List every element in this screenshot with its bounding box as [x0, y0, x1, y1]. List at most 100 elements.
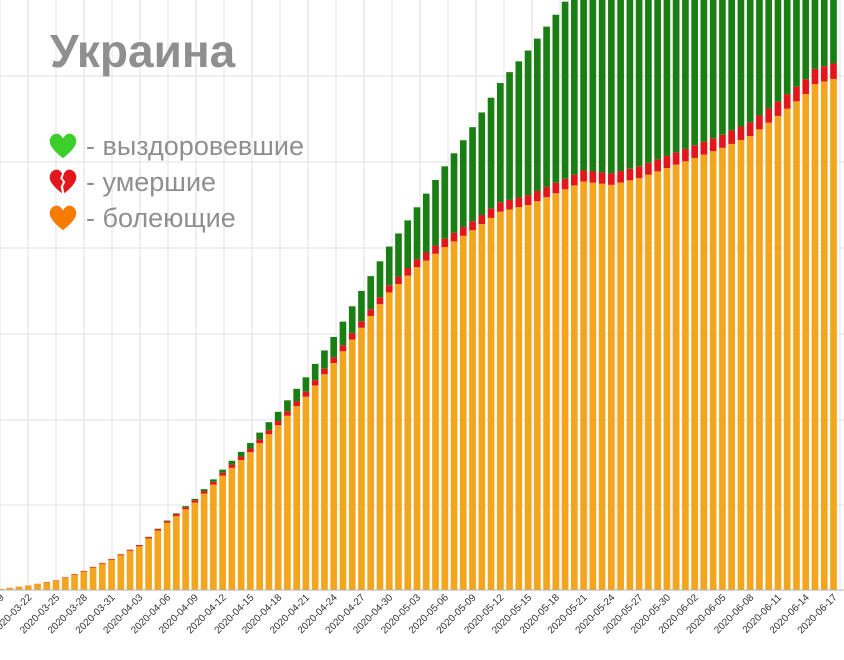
bar-sick [163, 522, 171, 590]
bar-sick [228, 467, 236, 590]
bar-sick [108, 559, 115, 590]
legend-label-recovered: - выздоровевшие [86, 130, 304, 161]
bar-recovered [376, 261, 384, 298]
bar-dead [765, 108, 773, 123]
bar-dead [691, 145, 698, 158]
bar-recovered [274, 411, 282, 422]
bar-sick [311, 385, 319, 590]
bar-sick [432, 253, 439, 590]
bar-recovered [746, 0, 754, 123]
bar-recovered [367, 276, 375, 310]
bar-recovered [524, 50, 532, 196]
bar-sick [145, 538, 152, 590]
bar-dead [515, 197, 523, 208]
bar-recovered [478, 112, 486, 215]
bar-dead [404, 268, 412, 276]
green-heart-icon [49, 133, 77, 159]
bar-recovered [709, 0, 717, 139]
bar-sick [52, 580, 60, 590]
bar-sick [117, 555, 125, 590]
bar-dead [774, 101, 782, 116]
bar-dead [422, 252, 430, 261]
bar-sick [811, 83, 819, 590]
bar-sick [247, 452, 254, 590]
bar-dead [598, 172, 606, 184]
bar-recovered [506, 72, 513, 200]
bar-sick [358, 327, 365, 590]
bar-sick [302, 396, 310, 590]
bar-sick [793, 101, 800, 590]
bar-recovered [339, 321, 347, 346]
bar-dead [533, 191, 541, 202]
bar-sick [737, 140, 745, 590]
bar-recovered [765, 0, 773, 109]
bar-dead [80, 570, 88, 572]
chart-title: Украина [50, 25, 236, 77]
bar-recovered [247, 442, 254, 449]
bar-dead [321, 368, 328, 375]
bar-dead [108, 558, 115, 560]
bar-sick [459, 235, 467, 590]
x-tick-labels: 2020-03-192020-03-222020-03-252020-03-28… [0, 592, 840, 636]
bar-sick [274, 425, 282, 590]
bar-sick [136, 546, 143, 590]
bar-dead [182, 507, 189, 510]
bar-sick [746, 136, 754, 590]
bar-sick [672, 164, 680, 591]
bar-sick [774, 115, 782, 590]
bar-dead [330, 357, 338, 364]
bar-recovered [589, 0, 597, 172]
bar-sick [61, 577, 69, 590]
bar-dead [709, 138, 717, 152]
bar-dead [228, 464, 236, 468]
bar-dead [89, 566, 97, 568]
bar-recovered [830, 0, 837, 64]
bar-sick [589, 182, 597, 590]
bar-recovered [311, 363, 319, 381]
bar-sick [15, 586, 23, 590]
bar-sick [626, 180, 634, 591]
bar-dead [302, 391, 310, 397]
bar-recovered [450, 153, 458, 233]
bar-recovered [728, 0, 736, 131]
bar-sick [154, 530, 162, 590]
bar-recovered [200, 489, 208, 492]
bar-sick [330, 363, 338, 590]
bar-sick [395, 284, 402, 590]
bar-sick [89, 567, 97, 590]
bar-dead [284, 411, 291, 416]
bar-recovered [404, 220, 412, 268]
bar-dead [580, 170, 587, 182]
grid [0, 0, 844, 590]
bar-dead [608, 173, 615, 185]
bar-dead [700, 141, 708, 155]
bar-recovered [719, 0, 726, 135]
bar-dead [830, 63, 837, 79]
bar-dead [728, 130, 736, 144]
bar-dead [247, 448, 254, 453]
bar-recovered [802, 0, 810, 80]
bar-dead [645, 162, 652, 175]
legend-item-dead: - умершие [48, 164, 304, 200]
bar-sick [219, 475, 226, 590]
bar-sick [543, 197, 550, 591]
bar-dead [98, 562, 106, 564]
bar-recovered [432, 179, 439, 246]
bar-sick [756, 129, 763, 591]
bar-recovered [561, 1, 569, 179]
bar-dead [469, 221, 476, 231]
bar-dead [783, 94, 791, 109]
bar-recovered [219, 469, 226, 473]
bar-sick [691, 157, 698, 590]
bar-recovered [552, 14, 560, 183]
bar-sick [571, 185, 578, 590]
bar-sick [450, 241, 458, 590]
bar-recovered [395, 233, 402, 277]
bar-dead [811, 68, 819, 84]
bar-recovered [811, 0, 819, 69]
bar-dead [210, 481, 217, 485]
bar-sick [348, 339, 356, 590]
bar-sick [182, 509, 189, 590]
bar-sick [385, 292, 393, 590]
bar-recovered [672, 0, 680, 153]
